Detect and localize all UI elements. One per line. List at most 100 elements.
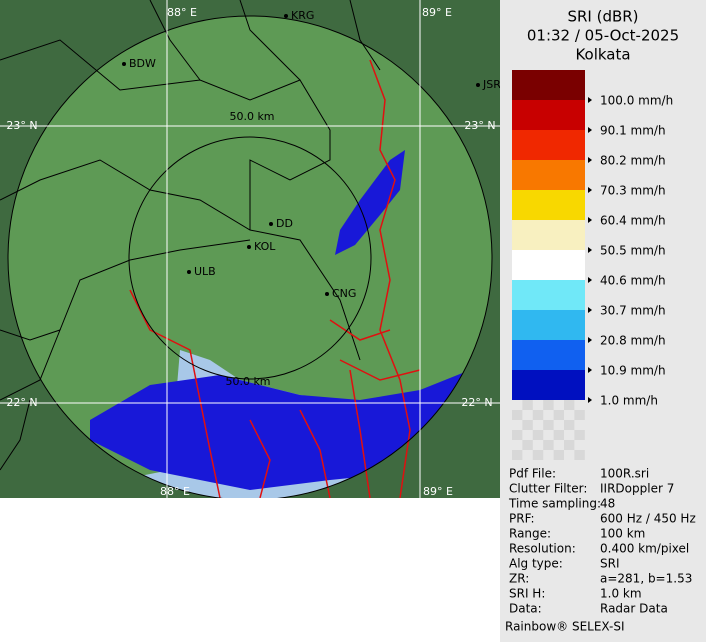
legend-pointer	[588, 127, 592, 133]
transparent-cell	[532, 430, 544, 440]
transparent-cell	[522, 420, 533, 430]
legend-swatch	[512, 130, 585, 160]
info-key: Time sampling:	[508, 497, 601, 511]
transparent-cell	[532, 410, 544, 420]
city-dot	[247, 245, 251, 249]
legend-label: 60.4 mm/h	[600, 214, 666, 228]
legend-title: SRI (dBR)	[567, 8, 638, 26]
transparent-cell	[553, 430, 564, 440]
legend-label: 100.0 mm/h	[600, 94, 673, 108]
legend-pointer	[588, 307, 592, 313]
legend-label: 1.0 mm/h	[600, 394, 658, 408]
grid-label: 88° E	[167, 6, 197, 19]
city-dot	[325, 292, 329, 296]
city-label: JSR	[482, 78, 500, 91]
transparent-cell	[574, 410, 585, 420]
city-dot	[284, 14, 288, 18]
info-key: Clutter Filter:	[509, 482, 587, 496]
legend-swatch	[512, 340, 585, 370]
map-labels: 88° E 89° E 23° N 23° N 22° N 22° N 88° E 89° E…	[6, 6, 500, 498]
legend-panel: SRI (dBR) 01:32 / 05-Oct-2025 Kolkata 100.0…	[500, 0, 706, 642]
grid-label: 22° N	[6, 396, 37, 409]
transparent-cell	[522, 400, 533, 410]
city-label: BDW	[129, 57, 156, 70]
info-key: Data:	[509, 602, 542, 616]
transparent-cell	[574, 450, 585, 460]
legend-label: 70.3 mm/h	[600, 184, 666, 198]
grid-label: 89° E	[423, 485, 453, 498]
boundaries	[0, 0, 381, 471]
legend-swatch	[512, 370, 585, 400]
grid-label: 22° N	[461, 396, 492, 409]
info-value: 100 km	[600, 527, 645, 541]
info-value: a=281, b=1.53	[600, 572, 692, 586]
info-key: Pdf File:	[509, 467, 556, 481]
coverage	[8, 16, 492, 498]
legend-pointer	[588, 277, 592, 283]
city-dot	[269, 222, 273, 226]
transparent-cell	[512, 430, 523, 440]
city-label: KOL	[254, 240, 276, 253]
transparent-cell	[564, 440, 575, 450]
legend-swatch	[512, 220, 585, 250]
legend-label: 50.5 mm/h	[600, 244, 666, 258]
legend-swatch	[512, 280, 585, 310]
city-label: KRG	[291, 9, 314, 22]
legend-title: 01:32 / 05-Oct-2025	[527, 27, 679, 45]
legend-label: 80.2 mm/h	[600, 154, 666, 168]
legend-pointer	[588, 157, 592, 163]
city-label: CNG	[332, 287, 356, 300]
transparent-cell	[543, 440, 554, 450]
info-value: IIRDoppler 7	[600, 482, 674, 496]
range-label: 50.0 km	[225, 375, 270, 388]
legend-pointer	[588, 217, 592, 223]
info-key: Range:	[509, 527, 551, 541]
range-rings	[7, 15, 493, 498]
info-key: SRI H:	[509, 587, 545, 601]
footer: Rainbow® SELEX-SI	[505, 620, 625, 634]
range-label: 50.0 km	[229, 110, 274, 123]
legend-label: 40.6 mm/h	[600, 274, 666, 288]
legend-swatch	[512, 250, 585, 280]
legend-pointer	[588, 397, 592, 403]
city-dot	[187, 270, 191, 274]
legend-label: 10.9 mm/h	[600, 364, 666, 378]
transparent-cell	[522, 440, 533, 450]
legend-swatch	[512, 310, 585, 340]
info-value: SRI	[600, 557, 620, 571]
grid-label: 89° E	[422, 6, 452, 19]
legend-swatch	[512, 160, 585, 190]
info-key: Resolution:	[509, 542, 576, 556]
info-key: PRF:	[509, 512, 535, 526]
transparent-cell	[512, 410, 523, 420]
city-label: DD	[276, 217, 293, 230]
info-key: ZR:	[509, 572, 529, 586]
info-value: Radar Data	[600, 602, 668, 616]
info-value: 48	[600, 497, 615, 511]
transparent-cell	[532, 450, 544, 460]
transparent-cell	[553, 410, 564, 420]
radar-map: 88° E 89° E 23° N 23° N 22° N 22° N 88° E 89° E…	[0, 0, 500, 498]
graticule	[0, 0, 500, 498]
info-value: 0.400 km/pixel	[600, 542, 689, 556]
transparent-cell	[512, 450, 523, 460]
legend-pointer	[588, 367, 592, 373]
info-value: 100R.sri	[600, 467, 649, 481]
transparent-cell	[564, 420, 575, 430]
legend-pointer	[588, 337, 592, 343]
city-dot	[476, 83, 480, 87]
legend-label: 20.8 mm/h	[600, 334, 666, 348]
info-value: 600 Hz / 450 Hz	[600, 512, 696, 526]
legend-label: 90.1 mm/h	[600, 124, 666, 138]
legend-pointer	[588, 97, 592, 103]
legend-swatch	[512, 190, 585, 220]
grid-label: 88° E	[160, 485, 190, 498]
legend-title: Kolkata	[575, 46, 630, 64]
rivers	[129, 59, 421, 498]
transparent-cell	[574, 430, 585, 440]
city-label: ULB	[194, 265, 216, 278]
transparent-cell	[543, 400, 554, 410]
legend-label: 30.7 mm/h	[600, 304, 666, 318]
